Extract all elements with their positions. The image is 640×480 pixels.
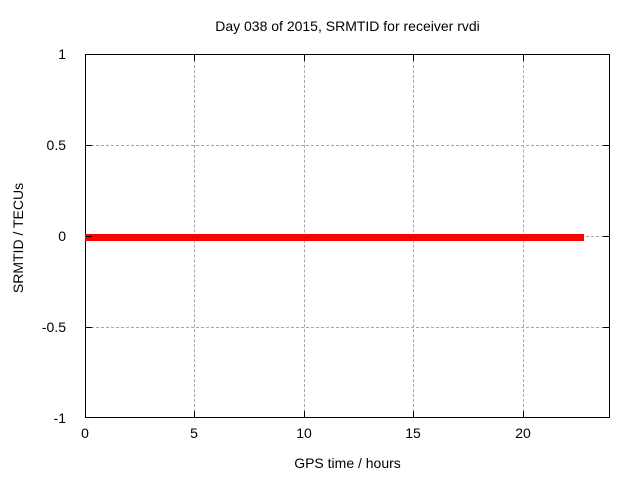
x-tick-mark-bottom (194, 411, 195, 417)
x-tick-label: 0 (81, 425, 89, 441)
x-tick-label: 20 (515, 425, 531, 441)
x-tick-mark-bottom (523, 411, 524, 417)
x-tick-label: 5 (190, 425, 198, 441)
y-gridline (86, 327, 609, 328)
x-tick-label: 10 (296, 425, 312, 441)
y-tick-mark-right (603, 327, 609, 328)
y-tick-label: -1 (53, 410, 66, 426)
y-gridline (86, 145, 609, 146)
x-tick-mark-top (194, 55, 195, 61)
chart-title: Day 038 of 2015, SRMTID for receiver rvd… (215, 18, 480, 34)
y-tick-label: -0.5 (41, 319, 66, 335)
y-tick-mark-right (603, 145, 609, 146)
x-axis-label: GPS time / hours (294, 455, 401, 471)
y-tick-mark-right (603, 236, 609, 237)
x-tick-mark-top (413, 55, 414, 61)
x-tick-mark-bottom (413, 411, 414, 417)
series-line-srmtid (85, 234, 584, 241)
x-tick-mark-top (304, 55, 305, 61)
y-tick-label: 0.5 (46, 137, 66, 153)
y-tick-label: 0 (58, 228, 66, 244)
y-tick-label: 1 (58, 46, 66, 62)
y-tick-mark-left (86, 236, 92, 237)
x-tick-mark-top (523, 55, 524, 61)
y-tick-mark-left (86, 145, 92, 146)
x-tick-label: 15 (405, 425, 421, 441)
y-tick-mark-left (86, 327, 92, 328)
x-tick-mark-bottom (304, 411, 305, 417)
